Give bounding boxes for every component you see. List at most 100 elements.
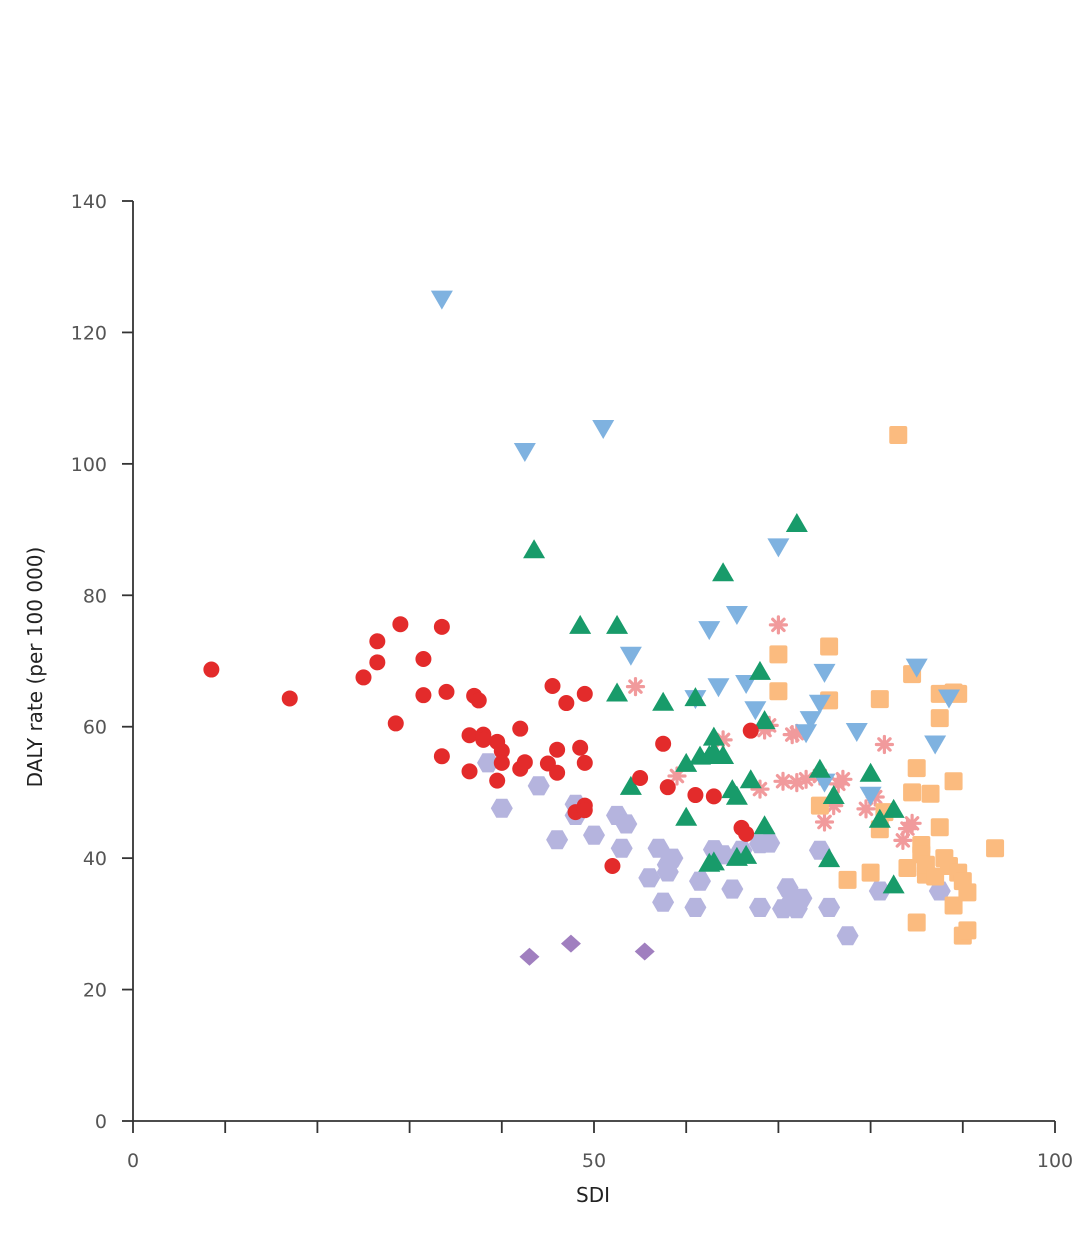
y-tick-label: 100 <box>71 454 107 476</box>
data-point-triangle-up <box>822 785 845 805</box>
axes-layer: 0 20 40 60 80 100 120 140 0 50 100 <box>71 191 1073 1172</box>
data-point-asterisk <box>874 734 895 755</box>
data-point-triangle-down <box>767 538 790 558</box>
data-point-square <box>889 425 908 444</box>
data-point-triangle-up <box>712 562 735 582</box>
data-point-circle <box>433 618 450 635</box>
data-point-circle <box>655 735 672 752</box>
data-point-circle <box>355 669 372 686</box>
data-point-triangle-down <box>430 290 453 310</box>
data-point-triangle-up <box>684 687 707 707</box>
data-point-triangle-up <box>882 798 905 818</box>
data-point-diamond <box>560 934 581 953</box>
x-tick-label: 50 <box>582 1150 606 1172</box>
data-point-circle <box>415 651 432 668</box>
data-point-triangle-up <box>725 785 748 805</box>
data-point-circle <box>433 748 450 765</box>
data-point-square <box>810 796 829 815</box>
data-point-triangle-down <box>619 646 642 666</box>
data-point-hexagon <box>790 888 813 908</box>
data-point-asterisk <box>833 769 853 789</box>
x-tick-label: 0 <box>127 1150 139 1172</box>
data-point-triangle-up <box>523 539 546 559</box>
data-point-circle <box>576 754 593 771</box>
data-point-circle <box>659 779 676 796</box>
data-point-triangle-up <box>606 614 629 634</box>
data-point-circle <box>475 731 492 748</box>
data-point-triangle-down <box>859 786 882 806</box>
data-point-hexagon <box>661 848 684 868</box>
data-point-circle <box>493 743 510 760</box>
data-point-triangle-up <box>748 660 771 680</box>
data-point-square <box>907 913 926 932</box>
data-point-circle <box>742 722 759 739</box>
data-point-triangle-up <box>808 758 831 778</box>
y-tick-label: 0 <box>95 1111 107 1133</box>
data-point-triangle-up <box>569 614 592 634</box>
data-point-hexagon <box>868 881 891 901</box>
data-point-circle <box>392 616 409 633</box>
data-point-triangle-up <box>675 806 698 826</box>
data-point-triangle-down <box>592 420 615 440</box>
data-point-square <box>958 921 977 940</box>
data-point-circle <box>387 715 404 732</box>
data-point-triangle-down <box>813 773 836 793</box>
data-point-triangle-down <box>808 694 831 714</box>
data-point-hexagon <box>583 825 605 845</box>
data-point-triangle-down <box>698 621 721 641</box>
data-point-square <box>921 784 940 803</box>
x-tick-label: 100 <box>1037 1150 1073 1172</box>
data-point-circle <box>558 695 575 712</box>
data-point-square <box>986 839 1005 858</box>
data-point-hexagon <box>652 892 675 912</box>
data-point-circle <box>705 788 722 805</box>
data-point-hexagon <box>749 897 771 917</box>
data-point-circle <box>470 692 487 709</box>
data-point-diamond <box>634 942 655 961</box>
data-point-triangle-down <box>845 722 868 742</box>
data-point-triangle-down <box>707 678 730 698</box>
data-point-square <box>930 818 949 837</box>
data-point-triangle-up <box>735 844 758 864</box>
data-point-triangle-up <box>859 762 882 782</box>
data-point-circle <box>516 754 533 771</box>
data-point-triangle-up <box>675 752 698 772</box>
data-point-square <box>958 883 977 902</box>
data-point-circle <box>576 802 593 819</box>
data-point-hexagon <box>610 838 633 858</box>
data-point-circle <box>461 763 478 780</box>
data-point-square <box>944 896 963 915</box>
y-tick-label: 120 <box>71 322 107 344</box>
data-point-circle <box>281 690 298 707</box>
data-point-hexagon <box>721 879 744 899</box>
y-axis-title: DALY rate (per 100 000) <box>23 547 47 788</box>
data-point-circle <box>493 754 510 771</box>
data-point-diamond <box>519 947 540 966</box>
data-point-asterisk <box>893 830 913 851</box>
data-point-triangle-up <box>702 851 725 871</box>
data-point-triangle-down <box>513 443 536 463</box>
data-point-triangle-up <box>652 691 675 711</box>
data-point-square <box>769 682 788 701</box>
data-point-hexagon <box>836 926 859 946</box>
data-point-triangle-up <box>753 710 776 730</box>
data-point-triangle-up <box>868 808 891 828</box>
data-point-hexagon <box>684 897 707 917</box>
data-point-circle <box>512 720 529 737</box>
data-point-triangle-up <box>785 513 808 532</box>
data-point-circle <box>572 739 589 756</box>
data-point-triangle-down <box>725 606 748 625</box>
data-point-hexagon <box>615 814 638 834</box>
data-point-square <box>838 870 857 889</box>
data-point-circle <box>415 687 432 704</box>
data-point-square <box>769 645 788 664</box>
data-point-hexagon <box>689 871 711 891</box>
data-point-asterisk <box>796 769 816 789</box>
y-tick-label: 60 <box>83 717 107 739</box>
data-point-triangle-up <box>619 775 642 795</box>
data-point-triangle-up <box>606 682 629 702</box>
data-point-triangle-up <box>702 726 725 746</box>
data-point-circle <box>738 825 755 842</box>
